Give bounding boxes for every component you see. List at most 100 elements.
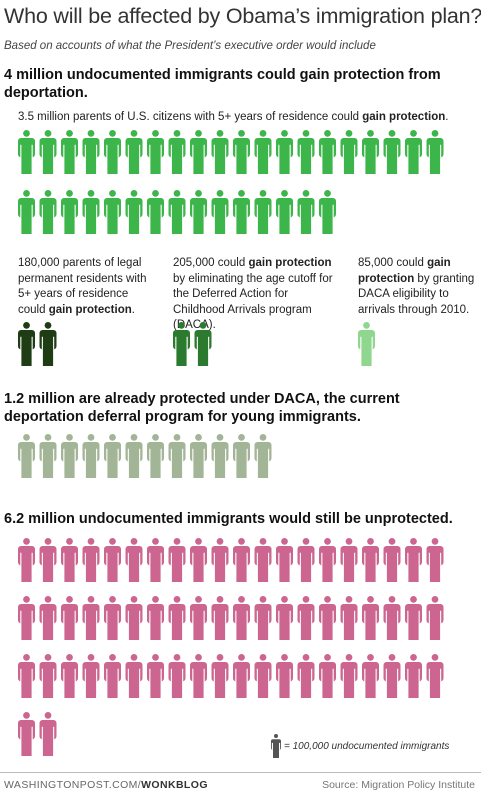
legend-person-icon	[271, 734, 281, 758]
person-icon	[190, 190, 207, 234]
person-icon	[125, 538, 143, 582]
person-icon	[211, 434, 229, 478]
person-icon	[18, 190, 35, 234]
person-icon	[319, 596, 336, 640]
person-icon	[319, 190, 336, 234]
person-icon	[233, 434, 250, 478]
note-bold: gain protection	[358, 257, 451, 285]
person-icon	[340, 538, 358, 582]
person-icon	[190, 654, 207, 698]
person-icon	[190, 538, 207, 582]
person-icon	[340, 130, 358, 174]
person-icon	[276, 130, 293, 174]
person-icon	[18, 654, 35, 698]
footer-divider	[0, 772, 481, 773]
person-icon	[61, 654, 78, 698]
person-icon	[233, 190, 250, 234]
person-icon	[168, 434, 186, 478]
person-icon	[319, 130, 336, 174]
person-icon	[340, 654, 358, 698]
person-icon	[254, 538, 272, 582]
subtitle: Based on accounts of what the President’…	[4, 40, 376, 52]
person-icon	[254, 130, 272, 174]
person-icon	[125, 654, 143, 698]
legend-label: = 100,000 undocumented immigrants	[284, 741, 450, 752]
person-icon	[61, 190, 78, 234]
person-icon	[426, 654, 444, 698]
person-icon	[82, 434, 100, 478]
person-icon	[39, 712, 57, 756]
person-icon	[426, 596, 444, 640]
person-icon	[104, 538, 121, 582]
person-icon	[211, 654, 229, 698]
person-icon	[168, 654, 186, 698]
person-icon	[147, 654, 164, 698]
person-icon	[39, 322, 57, 366]
note-text: 205,000 could	[173, 257, 249, 269]
person-icon	[405, 130, 422, 174]
daca-heading: 1.2 million are already protected under …	[4, 391, 400, 425]
note-bold: gain protection	[248, 257, 332, 269]
person-icon	[82, 596, 100, 640]
person-icon	[211, 130, 229, 174]
person-icon	[18, 538, 35, 582]
person-icon	[39, 130, 57, 174]
person-icon	[61, 130, 78, 174]
person-icon	[233, 596, 250, 640]
person-icon	[61, 596, 78, 640]
unprotected-heading: 6.2 million undocumented immigrants woul…	[4, 511, 453, 527]
person-icon	[61, 538, 78, 582]
note-text: 180,000 parents of legal permanent resid…	[18, 257, 147, 316]
person-icon	[297, 538, 315, 582]
person-icon	[104, 434, 121, 478]
person-icon	[426, 130, 444, 174]
note-bold: gain protection	[48, 303, 132, 316]
person-icon	[168, 190, 186, 234]
footer-source: Source: Migration Policy Institute	[322, 779, 475, 791]
note-end: by granting DACA eligibility to arrivals…	[358, 272, 475, 316]
footer-section: WONKBLOG	[141, 779, 208, 791]
person-icon	[297, 130, 315, 174]
person-icon	[82, 538, 100, 582]
gain-protection-heading: 4 million undocumented immigrants could …	[4, 67, 441, 101]
person-icon	[211, 538, 229, 582]
person-icon	[383, 130, 401, 174]
footer-credit: WASHINGTONPOST.COM/WONKBLOG	[4, 779, 208, 791]
person-icon	[168, 130, 186, 174]
person-icon	[125, 130, 143, 174]
person-icon	[147, 538, 164, 582]
note-text: 85,000 could	[358, 257, 428, 269]
person-icon	[39, 190, 57, 234]
person-icon	[147, 434, 164, 478]
person-icon	[405, 538, 422, 582]
person-icon	[297, 190, 315, 234]
person-icon	[168, 538, 186, 582]
person-icon	[104, 596, 121, 640]
person-icon	[405, 654, 422, 698]
person-icon	[39, 538, 57, 582]
person-icon	[104, 190, 121, 234]
person-icon	[276, 654, 293, 698]
person-icon	[39, 654, 57, 698]
person-icon	[383, 654, 401, 698]
person-icon	[125, 596, 143, 640]
person-icon	[362, 654, 379, 698]
person-icon	[233, 538, 250, 582]
person-icon	[276, 538, 293, 582]
person-icon	[211, 596, 229, 640]
person-icon	[194, 322, 212, 366]
note-parents-lpr: 180,000 parents of legal permanent resid…	[18, 256, 158, 318]
person-icon	[104, 654, 121, 698]
note-text: 3.5 million parents of U.S. citizens wit…	[18, 111, 363, 123]
person-icon	[190, 434, 207, 478]
person-icon	[233, 654, 250, 698]
person-icon	[254, 596, 272, 640]
person-icon	[383, 596, 401, 640]
person-icon	[211, 190, 229, 234]
person-icon	[254, 190, 272, 234]
person-icon	[426, 538, 444, 582]
person-icon	[125, 190, 143, 234]
person-icon	[362, 596, 379, 640]
person-icon	[82, 654, 100, 698]
